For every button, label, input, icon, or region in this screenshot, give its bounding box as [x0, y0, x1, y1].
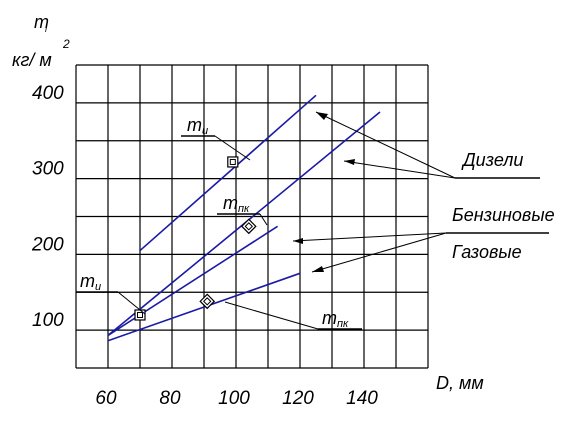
label-gasoline: Бензиновые [452, 205, 555, 225]
leader-bottom-mpk [224, 301, 319, 330]
x-tick-label: 80 [159, 388, 181, 409]
x-tick-label: 140 [346, 388, 378, 409]
marker-diamond-1 [240, 218, 257, 235]
y-tick-label: 100 [32, 310, 64, 331]
leader-upper-mi [214, 135, 251, 161]
leader-gasoline [292, 232, 447, 242]
x-tick-label: 120 [282, 388, 314, 409]
label-upper-mi: mи [187, 115, 208, 137]
label-left-mi: mи [80, 271, 101, 293]
y-axis-units: кг/ м [12, 50, 52, 70]
arrow-gasoline [293, 238, 303, 244]
marker-diamond-inner-1 [244, 222, 254, 231]
marker-square-2 [134, 309, 146, 321]
label-gas: Газовые [452, 242, 522, 262]
y-tick-label: 400 [32, 83, 64, 104]
marker-square-inner-2 [137, 311, 143, 318]
arrow-diesel-2 [344, 159, 355, 165]
y-axis-symbol-sub: i [45, 24, 48, 34]
label-bottom-mpk: mпк [322, 308, 349, 330]
leader-left-mi [117, 291, 146, 315]
markers [134, 156, 257, 321]
leader-mid-mpk [259, 213, 268, 226]
y-axis-units-sup: 2 [62, 37, 70, 51]
ticks: 60 80 100 120 140 100 200 300 400 [31, 83, 378, 409]
marker-square-inner-0 [229, 158, 236, 165]
x-axis-label: D, мм [436, 373, 484, 393]
marker-diamond-3 [199, 293, 216, 310]
leader-diesel-2 [343, 160, 456, 179]
marker-square-0 [227, 156, 239, 168]
y-tick-label: 300 [32, 159, 64, 180]
label-diesel: Дизели [461, 150, 523, 170]
y-tick-label: 200 [31, 234, 64, 255]
series-layer [107, 94, 381, 342]
marker-diamond-inner-3 [202, 297, 212, 306]
y-axis-symbol: m [34, 12, 49, 32]
arrow-gas [312, 266, 324, 272]
series-line-2 [107, 225, 279, 337]
leader-gas [311, 232, 447, 273]
label-mid-mpk: mпк [223, 193, 250, 215]
series-line-3 [107, 272, 301, 342]
x-tick-label: 100 [218, 388, 250, 409]
leader-diesel-1 [315, 111, 456, 179]
x-tick-label: 60 [95, 388, 117, 409]
series-line-0 [139, 94, 317, 252]
arrow-diesel-1 [316, 112, 328, 120]
